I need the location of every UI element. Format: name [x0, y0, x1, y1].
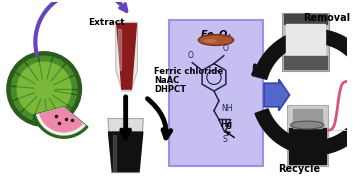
Text: Ferric chloride: Ferric chloride	[154, 67, 223, 76]
Text: Hg: Hg	[220, 120, 232, 129]
Polygon shape	[116, 22, 137, 91]
Polygon shape	[255, 105, 354, 155]
Wedge shape	[36, 107, 86, 136]
Polygon shape	[108, 132, 143, 172]
Polygon shape	[286, 24, 325, 56]
Text: NH: NH	[221, 104, 232, 113]
Text: Fe$_3$O$_4$: Fe$_3$O$_4$	[200, 28, 232, 42]
Polygon shape	[253, 29, 354, 79]
Polygon shape	[292, 109, 322, 128]
Polygon shape	[117, 24, 136, 89]
Circle shape	[11, 56, 77, 122]
Ellipse shape	[203, 39, 217, 43]
Circle shape	[17, 62, 71, 116]
Text: S: S	[222, 135, 227, 144]
Polygon shape	[118, 29, 121, 70]
Wedge shape	[39, 107, 84, 132]
Polygon shape	[284, 15, 327, 24]
Circle shape	[7, 52, 81, 126]
Ellipse shape	[291, 121, 324, 129]
Text: Removal: Removal	[303, 12, 350, 22]
Text: O: O	[187, 51, 193, 60]
Polygon shape	[284, 56, 327, 70]
Ellipse shape	[198, 35, 234, 45]
Polygon shape	[113, 135, 116, 171]
Text: Recycle: Recycle	[278, 163, 320, 174]
Text: DHPCT: DHPCT	[154, 85, 186, 94]
Bar	[287, 105, 328, 166]
Wedge shape	[34, 107, 88, 138]
FancyArrow shape	[264, 79, 290, 111]
Bar	[282, 12, 329, 71]
Polygon shape	[289, 128, 326, 164]
Text: O: O	[223, 44, 229, 53]
Polygon shape	[108, 119, 143, 173]
Bar	[169, 20, 263, 166]
Text: Extract: Extract	[88, 18, 124, 27]
Text: NaAC: NaAC	[154, 76, 179, 85]
